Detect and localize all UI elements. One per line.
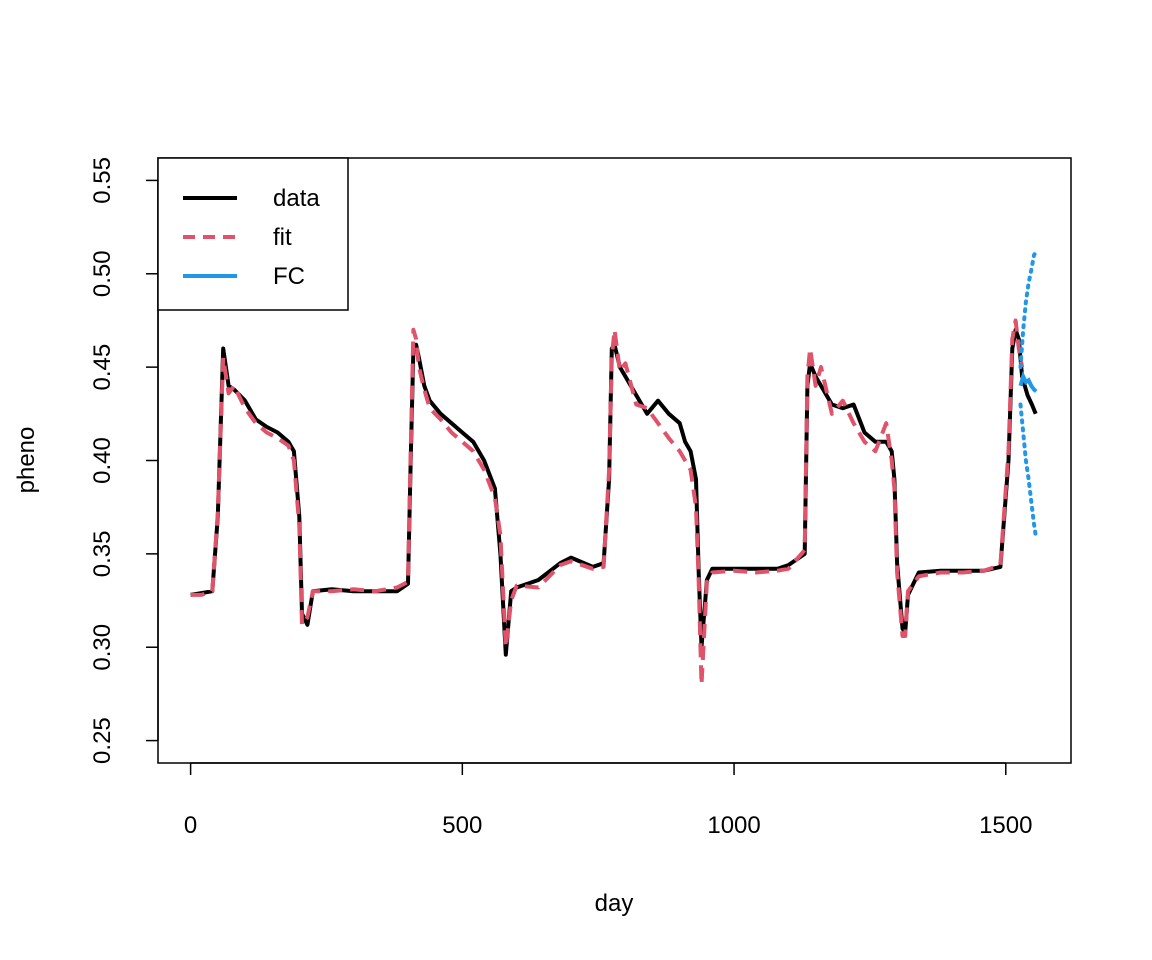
series-layer (190, 249, 1039, 687)
y-tick-label: 0.25 (89, 717, 116, 764)
x-axis: 0 500 1000 1500 (184, 762, 1032, 839)
x-tick-label: 500 (442, 812, 482, 839)
y-tick-label: 0.40 (89, 437, 116, 484)
series-fit (190, 318, 1025, 687)
legend-box (157, 157, 349, 311)
series-fc-lower (1018, 402, 1039, 541)
y-axis-title: pheno (13, 427, 40, 494)
y-tick-label: 0.35 (89, 531, 116, 578)
y-tick-label: 0.30 (89, 624, 116, 671)
y-tick-label: 0.50 (89, 250, 116, 297)
series-fc-mean (1018, 370, 1038, 393)
series-fc-upper (1018, 249, 1039, 370)
y-tick-label: 0.55 (89, 157, 116, 204)
x-tick-label: 1500 (979, 812, 1032, 839)
legend: data fit FC (157, 157, 349, 311)
x-axis-title: day (595, 890, 634, 917)
x-tick-label: 1000 (707, 812, 760, 839)
y-tick-label: 0.45 (89, 344, 116, 391)
legend-label-fit: fit (273, 224, 292, 251)
x-tick-label: 0 (184, 812, 197, 839)
legend-label-FC: FC (273, 263, 305, 290)
legend-label-data: data (273, 185, 320, 212)
